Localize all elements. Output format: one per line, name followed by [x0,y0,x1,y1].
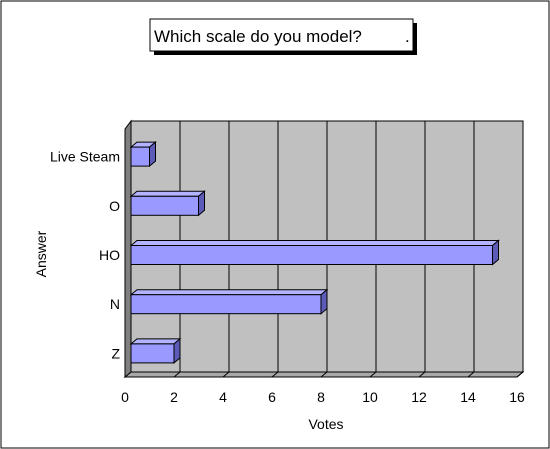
floor-gridline [369,371,377,378]
category-label: Live Steam [50,149,120,165]
bar-ho [129,239,500,266]
y-axis-labels: Live Steam O HO N Z [50,149,120,362]
bars [129,141,500,364]
plot-left-wall [124,119,132,379]
x-tick-label: 12 [411,389,427,405]
floor-gridline [271,371,279,378]
bar-n [129,288,329,315]
bar-o [129,190,206,217]
category-label: N [110,296,120,312]
chart-title-suffix: . [405,27,410,46]
x-tick-label: 14 [460,389,476,405]
category-label: HO [99,247,120,263]
chart-title-box: Which scale do you model? . [149,18,417,55]
floor-gridline [516,371,524,378]
floor-gridline [173,371,181,378]
floor-gridline [467,371,475,378]
x-axis-label: Votes [308,416,343,432]
x-tick-label: 0 [121,389,129,405]
x-axis-ticks: 0 2 4 6 8 10 12 14 16 [121,389,525,405]
category-label: O [109,198,120,214]
x-tick-label: 16 [509,389,525,405]
chart-title: Which scale do you model? [154,27,362,46]
y-axis-label: Answer [33,230,49,277]
x-tick-label: 8 [317,389,325,405]
x-tick-label: 10 [362,389,378,405]
floor-gridline [320,371,328,378]
x-tick-label: 4 [219,389,227,405]
x-tick-label: 2 [170,389,178,405]
bar-z [129,337,182,364]
x-tick-label: 6 [268,389,276,405]
floor-gridline [418,371,426,378]
floor-gridline [222,371,230,378]
category-label: Z [111,345,120,361]
bar-live-steam [129,141,157,168]
